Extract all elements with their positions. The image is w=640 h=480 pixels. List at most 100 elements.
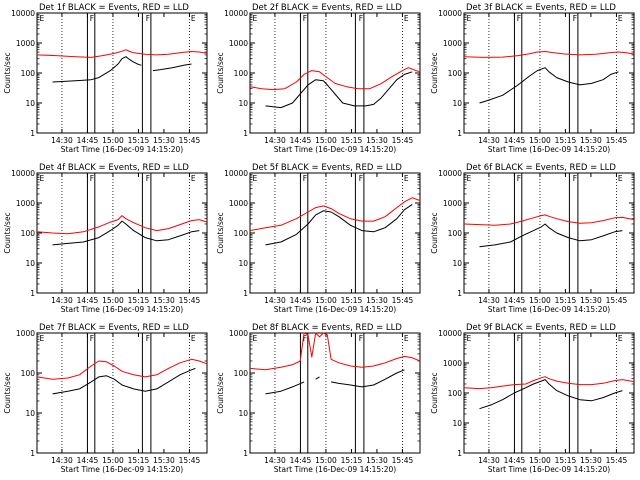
x-axis-label: Start Time (16-Dec-09 14:15:20) [61, 145, 183, 154]
y-tick-label: 1 [243, 449, 248, 458]
y-axis-label: Counts/sec [216, 52, 225, 93]
x-axis-label: Start Time (16-Dec-09 14:15:20) [61, 305, 183, 314]
y-tick-label: 10 [25, 99, 35, 108]
x-axis-label: Start Time (16-Dec-09 14:15:20) [488, 145, 610, 154]
x-axis-label: Start Time (16-Dec-09 14:15:20) [274, 305, 396, 314]
segment-marker: E [404, 334, 409, 343]
x-tick-label: 14:30 [478, 456, 500, 465]
segment-marker: E [191, 334, 196, 343]
y-tick-label: 1 [243, 129, 248, 138]
segment-marker: F [303, 174, 307, 183]
y-axis-label: Counts/sec [216, 372, 225, 413]
x-axis-label: Start Time (16-Dec-09 14:15:20) [274, 465, 396, 474]
y-tick-label: 100 [234, 69, 249, 78]
x-tick-label: 14:30 [51, 296, 73, 305]
x-tick-label: 15:30 [580, 456, 602, 465]
y-tick-label: 10 [25, 259, 35, 268]
x-tick-label: 15:45 [179, 136, 201, 145]
y-tick-label: 1000 [16, 199, 35, 208]
y-tick-label: 10000 [438, 9, 462, 18]
x-tick-label: 14:45 [77, 296, 99, 305]
x-tick-label: 15:00 [102, 136, 124, 145]
plot-frame [249, 332, 421, 454]
x-tick-label: 15:15 [555, 456, 577, 465]
segment-marker: E [253, 334, 258, 343]
segment-marker: E [404, 14, 409, 23]
segment-marker: F [303, 14, 307, 23]
segment-marker: E [191, 14, 196, 23]
y-axis-label: Counts/sec [430, 372, 439, 413]
segment-marker: E [618, 14, 623, 23]
segment-marker: F [90, 174, 94, 183]
y-tick-label: 10000 [438, 169, 462, 178]
x-axis-label: Start Time (16-Dec-09 14:15:20) [61, 465, 183, 474]
x-tick-label: 15:00 [102, 456, 124, 465]
plot-frame [36, 12, 208, 134]
x-tick-label: 15:00 [315, 456, 337, 465]
segment-marker: F [573, 14, 577, 23]
plot-frame [463, 12, 635, 134]
panel-title: Det 3f BLACK = Events, RED = LLD [466, 3, 616, 13]
lld-series-line [249, 332, 421, 371]
lld-series-line [36, 358, 208, 380]
y-tick-label: 100 [448, 229, 463, 238]
y-tick-label: 10 [238, 99, 248, 108]
segment-marker: F [573, 174, 577, 183]
x-tick-label: 15:15 [128, 456, 150, 465]
panel-title: Det 9f BLACK = Events, RED = LLD [466, 323, 616, 333]
x-tick-label: 15:00 [529, 296, 551, 305]
segment-marker: E [40, 14, 45, 23]
y-tick-label: 10000 [224, 9, 248, 18]
lld-series-line [463, 376, 635, 390]
y-axis-label: Counts/sec [3, 212, 12, 253]
x-tick-label: 15:30 [580, 296, 602, 305]
y-tick-label: 1 [243, 289, 248, 298]
x-tick-label: 15:15 [555, 136, 577, 145]
lld-series-line [249, 67, 421, 91]
events-series-line [265, 71, 413, 109]
lld-series-line [36, 215, 208, 235]
segment-marker: F [146, 174, 150, 183]
segment-marker: F [90, 334, 94, 343]
y-tick-label: 100 [21, 369, 36, 378]
segment-marker: E [40, 334, 45, 343]
events-series-line [52, 220, 200, 246]
y-tick-label: 1000 [443, 199, 462, 208]
y-tick-label: 10 [238, 259, 248, 268]
x-tick-label: 14:45 [290, 296, 312, 305]
plot-frame [463, 172, 635, 294]
events-series-line [265, 369, 405, 395]
lld-series-line [249, 197, 421, 232]
x-tick-label: 15:15 [341, 456, 363, 465]
x-tick-label: 15:30 [366, 136, 388, 145]
y-tick-label: 1000 [16, 329, 35, 338]
y-tick-label: 1 [30, 129, 35, 138]
events-series-line [479, 379, 623, 410]
y-tick-label: 100 [234, 229, 249, 238]
y-tick-label: 1000 [443, 39, 462, 48]
x-tick-label: 14:45 [77, 456, 99, 465]
y-tick-label: 1000 [229, 199, 248, 208]
y-tick-label: 100 [448, 69, 463, 78]
segment-marker: E [40, 174, 45, 183]
plot-frame [249, 12, 421, 134]
segment-marker: E [467, 174, 472, 183]
x-tick-label: 14:30 [264, 456, 286, 465]
x-tick-label: 14:30 [51, 136, 73, 145]
segment-marker: E [404, 174, 409, 183]
plot-frame [249, 172, 421, 294]
y-tick-label: 10 [238, 409, 248, 418]
segment-marker: F [573, 334, 577, 343]
x-tick-label: 15:30 [366, 296, 388, 305]
y-tick-label: 10000 [11, 169, 35, 178]
x-tick-label: 15:15 [128, 296, 150, 305]
x-tick-label: 14:45 [504, 456, 526, 465]
y-tick-label: 1 [30, 449, 35, 458]
y-tick-label: 1 [457, 449, 462, 458]
segment-marker: F [359, 334, 363, 343]
lld-series-line [463, 51, 635, 58]
